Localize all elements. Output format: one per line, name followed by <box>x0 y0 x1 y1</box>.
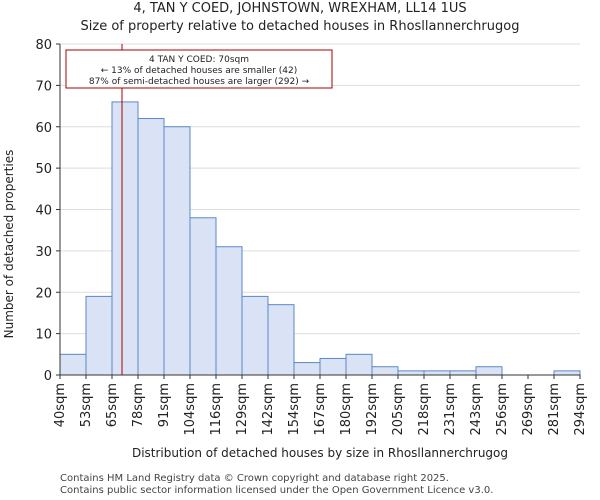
x-tick-label: 256sqm <box>495 383 510 436</box>
y-tick-label: 50 <box>35 162 52 177</box>
bar <box>397 370 425 376</box>
x-tick-label: 65sqm <box>105 383 120 427</box>
y-tick-label: 30 <box>35 245 52 260</box>
x-tick-label: 294sqm <box>573 383 588 436</box>
x-tick-label: 243sqm <box>469 383 484 436</box>
x-tick-label: 78sqm <box>131 383 146 427</box>
footer-line-1: Contains HM Land Registry data © Crown c… <box>60 473 449 484</box>
x-tick-label: 231sqm <box>443 383 458 436</box>
y-tick-label: 10 <box>35 328 52 343</box>
bar <box>475 366 503 376</box>
x-tick-label: 281sqm <box>547 383 562 436</box>
y-tick-label: 40 <box>35 204 52 219</box>
annotation-line-1: 4 TAN Y COED: 70sqm <box>149 55 249 65</box>
y-tick-label: 70 <box>35 79 52 94</box>
x-tick-label: 40sqm <box>53 383 68 427</box>
x-tick-label: 91sqm <box>157 383 172 427</box>
x-tick-label: 154sqm <box>287 383 302 436</box>
y-tick-label: 60 <box>35 121 52 136</box>
x-tick-label: 180sqm <box>339 383 354 436</box>
x-tick-label: 129sqm <box>235 383 250 436</box>
annotation-line-2: ← 13% of detached houses are smaller (42… <box>101 66 298 76</box>
x-tick-label: 116sqm <box>209 383 224 436</box>
bar <box>85 295 113 376</box>
annotation-line-3: 87% of semi-detached houses are larger (… <box>89 77 310 87</box>
y-tick-label: 0 <box>44 369 52 384</box>
bar <box>59 353 87 376</box>
x-tick-label: 53sqm <box>79 383 94 427</box>
y-tick-label: 80 <box>35 38 52 53</box>
bar <box>345 353 373 376</box>
x-tick-label: 104sqm <box>183 383 198 436</box>
bar <box>111 101 139 376</box>
x-tick-label: 192sqm <box>365 383 380 436</box>
x-tick-label: 205sqm <box>391 383 406 436</box>
y-axis-label: Number of detached properties <box>2 150 16 339</box>
bar <box>449 370 477 376</box>
bar <box>163 126 191 376</box>
x-tick-label: 142sqm <box>261 383 276 436</box>
x-axis-label: Distribution of detached houses by size … <box>132 446 508 460</box>
bar <box>293 362 321 376</box>
footer-line-2: Contains public sector information licen… <box>60 485 494 496</box>
chart-subtitle: Size of property relative to detached ho… <box>80 19 520 34</box>
histogram-chart: 0 10 20 30 40 50 60 70 80 40sqm 53sqm 65sqm 78sqm 91… <box>2 38 588 460</box>
bar <box>137 117 165 376</box>
bar <box>423 370 451 376</box>
bar <box>241 295 269 376</box>
bar <box>319 357 347 376</box>
bar <box>189 217 217 376</box>
x-tick-label: 269sqm <box>521 383 536 436</box>
x-tick-label: 218sqm <box>417 383 432 436</box>
bar <box>215 246 243 376</box>
bar <box>267 304 295 376</box>
y-tick-label: 20 <box>35 286 52 301</box>
x-tick-label: 167sqm <box>313 383 328 436</box>
chart-title: 4, TAN Y COED, JOHNSTOWN, WREXHAM, LL14 … <box>133 1 467 16</box>
bar <box>553 370 581 376</box>
annotation-box <box>65 49 333 89</box>
bar <box>371 366 399 376</box>
